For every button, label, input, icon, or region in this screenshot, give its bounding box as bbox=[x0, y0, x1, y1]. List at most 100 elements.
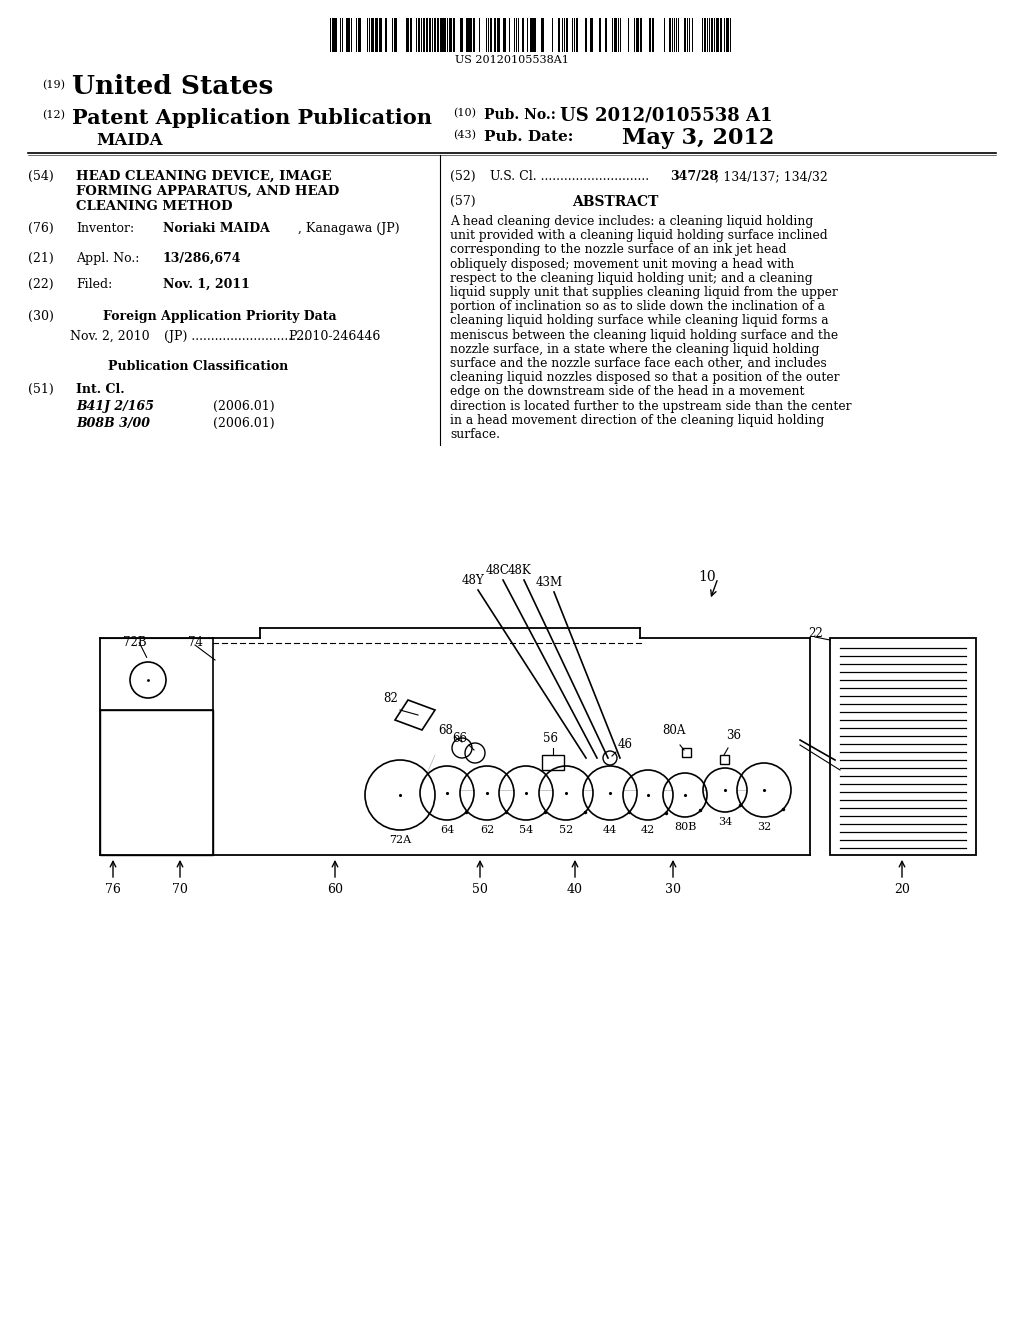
Text: US 2012/0105538 A1: US 2012/0105538 A1 bbox=[560, 106, 772, 124]
Text: US 20120105538A1: US 20120105538A1 bbox=[455, 55, 569, 65]
Text: 62: 62 bbox=[480, 825, 495, 836]
Text: 43M: 43M bbox=[536, 576, 562, 589]
Text: 60: 60 bbox=[327, 883, 343, 896]
Text: Pub. No.:: Pub. No.: bbox=[484, 108, 556, 121]
Bar bbox=[652, 18, 654, 51]
Bar bbox=[542, 755, 564, 770]
Text: CLEANING METHOD: CLEANING METHOD bbox=[76, 201, 232, 213]
Bar bbox=[682, 748, 691, 756]
Bar bbox=[730, 18, 731, 51]
Text: (51): (51) bbox=[28, 383, 53, 396]
Text: 347/28: 347/28 bbox=[670, 170, 718, 183]
Text: A head cleaning device includes: a cleaning liquid holding: A head cleaning device includes: a clean… bbox=[450, 215, 813, 228]
Bar bbox=[529, 18, 532, 51]
Bar bbox=[590, 18, 593, 51]
Text: Pub. Date:: Pub. Date: bbox=[484, 129, 573, 144]
Bar bbox=[434, 18, 436, 51]
Text: in a head movement direction of the cleaning liquid holding: in a head movement direction of the clea… bbox=[450, 413, 824, 426]
Bar bbox=[522, 18, 524, 51]
Text: obliquely disposed; movement unit moving a head with: obliquely disposed; movement unit moving… bbox=[450, 257, 795, 271]
Bar bbox=[541, 18, 544, 51]
Text: direction is located further to the upstream side than the center: direction is located further to the upst… bbox=[450, 400, 852, 413]
Bar bbox=[473, 18, 475, 51]
Bar bbox=[467, 18, 469, 51]
Bar bbox=[490, 18, 492, 51]
Text: portion of inclination so as to slide down the inclination of a: portion of inclination so as to slide do… bbox=[450, 300, 825, 313]
Bar bbox=[410, 18, 412, 51]
Text: Int. Cl.: Int. Cl. bbox=[76, 383, 125, 396]
Text: Patent Application Publication: Patent Application Publication bbox=[72, 108, 432, 128]
Bar bbox=[701, 18, 703, 51]
Text: 74: 74 bbox=[188, 636, 203, 649]
Text: 80B: 80B bbox=[674, 822, 696, 832]
Text: Filed:: Filed: bbox=[76, 279, 113, 290]
Text: 34: 34 bbox=[718, 817, 732, 828]
Text: 80A: 80A bbox=[662, 723, 685, 737]
Text: surface and the nozzle surface face each other, and includes: surface and the nozzle surface face each… bbox=[450, 356, 826, 370]
Text: 56: 56 bbox=[543, 733, 557, 744]
Text: 70: 70 bbox=[172, 883, 188, 896]
Text: Appl. No.:: Appl. No.: bbox=[76, 252, 139, 265]
Text: (76): (76) bbox=[28, 222, 53, 235]
Text: Noriaki MAIDA: Noriaki MAIDA bbox=[163, 222, 270, 235]
Text: (2006.01): (2006.01) bbox=[213, 400, 274, 413]
Text: 72A: 72A bbox=[389, 836, 411, 845]
Text: 68: 68 bbox=[438, 723, 453, 737]
Text: ABSTRACT: ABSTRACT bbox=[571, 195, 658, 209]
Text: 52: 52 bbox=[559, 825, 573, 836]
Bar bbox=[714, 18, 715, 51]
Text: cleaning liquid nozzles disposed so that a position of the outer: cleaning liquid nozzles disposed so that… bbox=[450, 371, 840, 384]
Bar bbox=[566, 18, 568, 51]
Text: Nov. 1, 2011: Nov. 1, 2011 bbox=[163, 279, 250, 290]
Bar bbox=[358, 18, 361, 51]
Text: unit provided with a cleaning liquid holding surface inclined: unit provided with a cleaning liquid hol… bbox=[450, 230, 827, 242]
Bar bbox=[375, 18, 378, 51]
Text: meniscus between the cleaning liquid holding surface and the: meniscus between the cleaning liquid hol… bbox=[450, 329, 838, 342]
Bar bbox=[453, 18, 455, 51]
Bar bbox=[614, 18, 616, 51]
Bar bbox=[640, 18, 642, 51]
Bar bbox=[684, 18, 686, 51]
Text: 82: 82 bbox=[383, 692, 398, 705]
Text: 48K: 48K bbox=[507, 564, 530, 577]
Bar bbox=[469, 18, 472, 51]
Text: , Kanagawa (JP): , Kanagawa (JP) bbox=[298, 222, 399, 235]
Text: May 3, 2012: May 3, 2012 bbox=[622, 127, 774, 149]
Text: Foreign Application Priority Data: Foreign Application Priority Data bbox=[103, 310, 337, 323]
Bar bbox=[720, 18, 722, 51]
Text: (2006.01): (2006.01) bbox=[213, 417, 274, 430]
Text: 44: 44 bbox=[603, 825, 617, 836]
Text: FORMING APPARATUS, AND HEAD: FORMING APPARATUS, AND HEAD bbox=[76, 185, 339, 198]
Text: 20: 20 bbox=[894, 883, 910, 896]
Text: edge on the downstream side of the head in a movement: edge on the downstream side of the head … bbox=[450, 385, 805, 399]
Bar bbox=[669, 18, 671, 51]
Text: ; 134/137; 134/32: ; 134/137; 134/32 bbox=[715, 170, 827, 183]
Bar bbox=[494, 18, 496, 51]
Text: (10): (10) bbox=[453, 108, 476, 119]
Bar bbox=[636, 18, 639, 51]
Bar bbox=[497, 18, 500, 51]
Text: Publication Classification: Publication Classification bbox=[108, 360, 288, 374]
Text: (57): (57) bbox=[450, 195, 475, 209]
Text: cleaning liquid holding surface while cleaning liquid forms a: cleaning liquid holding surface while cl… bbox=[450, 314, 828, 327]
Bar bbox=[441, 18, 443, 51]
Text: HEAD CLEANING DEVICE, IMAGE: HEAD CLEANING DEVICE, IMAGE bbox=[76, 170, 332, 183]
Bar bbox=[371, 18, 374, 51]
Text: 72B: 72B bbox=[123, 636, 146, 649]
Bar bbox=[385, 18, 387, 51]
Bar bbox=[487, 18, 489, 51]
Bar bbox=[649, 18, 651, 51]
Text: B41J 2/165: B41J 2/165 bbox=[76, 400, 154, 413]
Text: 76: 76 bbox=[105, 883, 121, 896]
Text: respect to the cleaning liquid holding unit; and a cleaning: respect to the cleaning liquid holding u… bbox=[450, 272, 813, 285]
Text: 66: 66 bbox=[452, 731, 467, 744]
Text: 48C: 48C bbox=[486, 564, 510, 577]
Bar bbox=[426, 18, 428, 51]
Text: 50: 50 bbox=[472, 883, 488, 896]
Text: (43): (43) bbox=[453, 129, 476, 140]
Bar bbox=[503, 18, 506, 51]
Bar bbox=[335, 18, 337, 51]
Text: United States: United States bbox=[72, 74, 273, 99]
Bar bbox=[379, 18, 382, 51]
Text: 13/286,674: 13/286,674 bbox=[163, 252, 242, 265]
